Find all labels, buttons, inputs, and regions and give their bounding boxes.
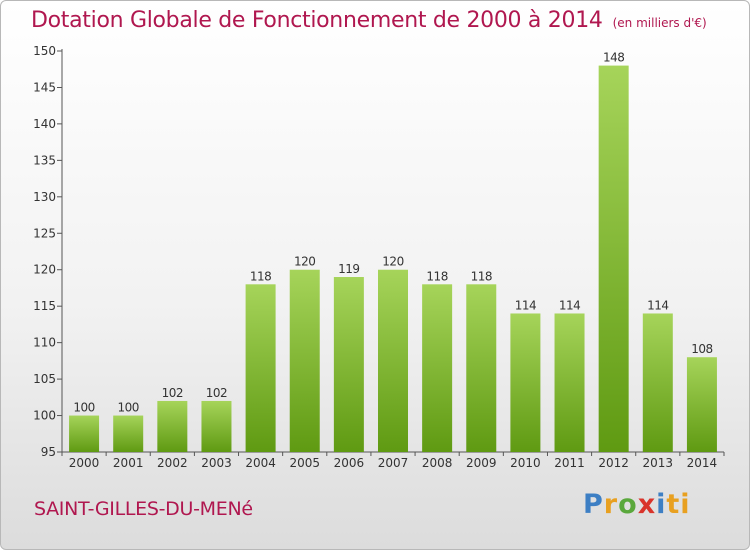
x-tick-label: 2012 (598, 456, 629, 470)
y-tick-label: 135 (33, 153, 56, 167)
y-tick-label: 115 (33, 299, 56, 313)
x-axis: 2000 2001 2002 2003 2004 2005 2006 2007 2008 2009… (61, 451, 725, 470)
x-tick-label: 2011 (554, 456, 585, 470)
x-tick-label: 2005 (289, 456, 320, 470)
proxiti-logo[interactable]: Proxiti (583, 489, 691, 520)
y-tick-label: 95 (41, 445, 56, 459)
x-tick-label: 2007 (378, 456, 409, 470)
bar[interactable] (554, 313, 585, 452)
x-tick-label: 2009 (466, 456, 497, 470)
bar-value-label: 118 (426, 269, 447, 283)
bar-value-label: 114 (515, 298, 536, 312)
bar[interactable] (510, 313, 541, 452)
bar-value-label: 100 (73, 401, 94, 415)
bar[interactable] (686, 357, 717, 452)
bar[interactable] (157, 400, 188, 452)
y-tick-label: 130 (33, 190, 56, 204)
y-tick-label: 125 (33, 226, 56, 240)
bar-value-label: 108 (691, 342, 712, 356)
logo-letter: i (656, 489, 667, 520)
y-tick-label: 120 (33, 263, 56, 277)
x-tick-label: 2001 (113, 456, 144, 470)
bar[interactable] (201, 400, 232, 452)
logo-letter: x (637, 489, 657, 520)
bar-value-label: 120 (382, 255, 403, 269)
bar[interactable] (642, 313, 673, 452)
bar[interactable] (289, 269, 320, 452)
x-tick-label: 2013 (643, 456, 674, 470)
bar[interactable] (245, 284, 276, 452)
x-tick-label: 2000 (69, 456, 100, 470)
bar[interactable] (422, 284, 453, 452)
bar-value-label: 148 (603, 51, 624, 65)
y-tick-label: 100 (33, 409, 56, 423)
bar-value-label: 102 (206, 386, 227, 400)
bar-value-label: 114 (559, 298, 580, 312)
bar[interactable] (598, 65, 629, 452)
y-tick-label: 140 (33, 117, 56, 131)
bar[interactable] (378, 269, 408, 452)
bar-value-label: 119 (338, 262, 359, 276)
chart-title: Dotation Globale de Fonctionnement de 20… (31, 8, 707, 33)
bar-value-label: 118 (250, 269, 271, 283)
city-name: SAINT-GILLES-DU-MENé (34, 498, 253, 520)
y-tick-label: 150 (33, 44, 56, 58)
bar-value-label: 102 (162, 386, 183, 400)
x-tick-label: 2003 (201, 456, 232, 470)
logo-letter: o (618, 489, 638, 520)
x-tick-label: 2004 (245, 456, 276, 470)
x-tick-label: 2002 (157, 456, 188, 470)
chart-title-text: Dotation Globale de Fonctionnement de 20… (31, 8, 603, 33)
x-tick-label: 2006 (334, 456, 365, 470)
logo-letter: r (603, 489, 619, 520)
bars: 100 100 102 102 118 120 119 120 118 118 114 114 148 1… (69, 51, 717, 452)
bar[interactable] (466, 284, 497, 452)
bar-value-label: 120 (294, 255, 315, 269)
bar-value-label: 114 (647, 298, 668, 312)
y-tick-label: 105 (33, 372, 56, 386)
bar-value-label: 118 (471, 269, 492, 283)
y-axis: 95 100 105 110 115 120 125 130 135 140 145 150 (33, 44, 63, 459)
bar-value-label: 100 (117, 401, 138, 415)
bar[interactable] (69, 415, 100, 452)
bar[interactable] (333, 277, 364, 452)
bar[interactable] (113, 415, 144, 452)
y-tick-label: 110 (33, 336, 56, 350)
x-tick-label: 2010 (510, 456, 541, 470)
x-tick-label: 2008 (422, 456, 453, 470)
logo-letter: ti (666, 489, 691, 520)
x-tick-label: 2014 (687, 456, 718, 470)
chart-subtitle: (en milliers d'€) (612, 16, 707, 30)
logo-letter: P (583, 489, 604, 520)
y-tick-label: 145 (33, 80, 56, 94)
